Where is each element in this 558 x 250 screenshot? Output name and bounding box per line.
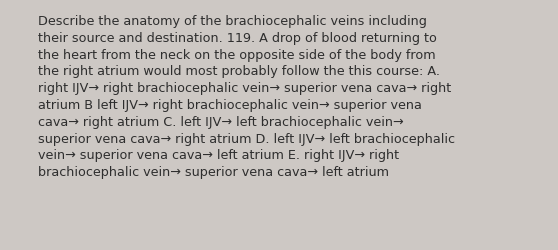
Text: Describe the anatomy of the brachiocephalic veins including
their source and des: Describe the anatomy of the brachiocepha… (38, 15, 455, 178)
